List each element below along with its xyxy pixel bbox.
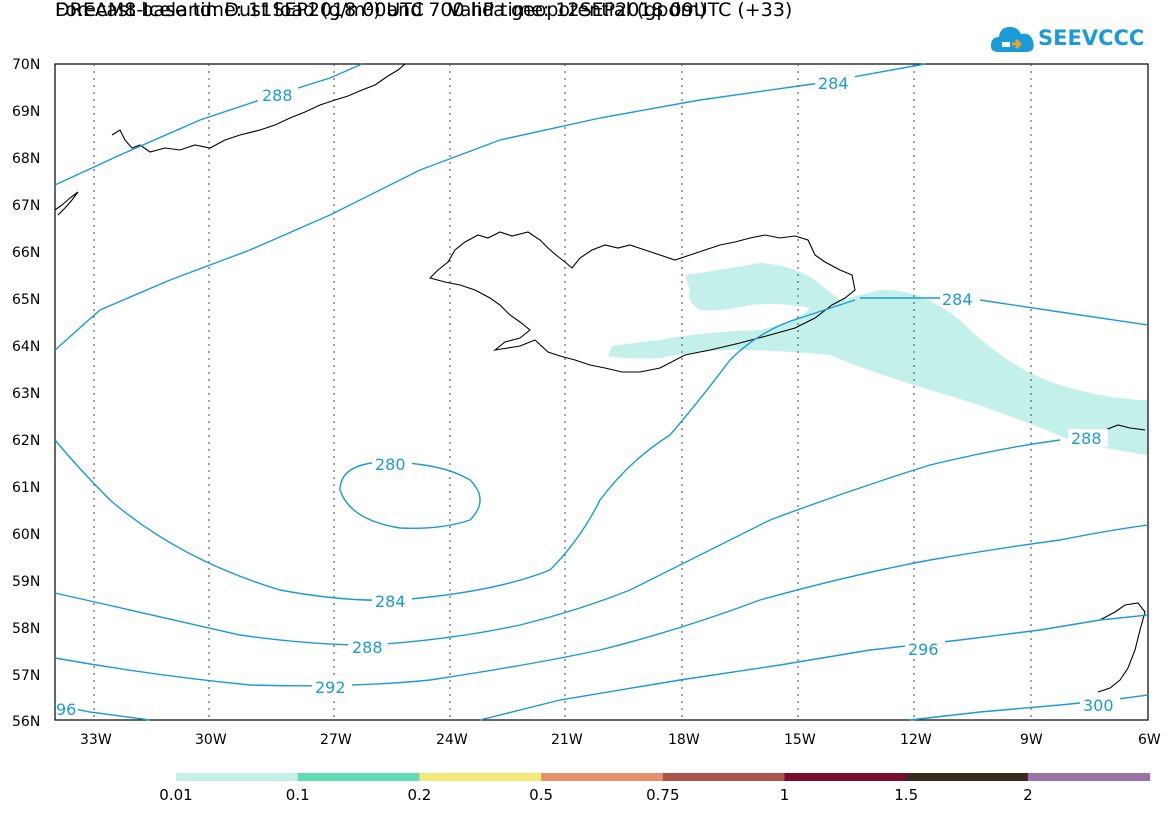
lat-label: 67N	[12, 198, 40, 214]
colorbar-label: 2	[1023, 786, 1033, 804]
colorbar-label: 0.75	[646, 786, 679, 804]
lon-label: 6W	[1138, 732, 1161, 748]
lat-label: 63N	[12, 386, 40, 402]
latitude-labels: 70N 69N 68N 67N 66N 65N 64N 63N 62N 61N …	[12, 57, 40, 730]
colorbar-swatch	[419, 773, 542, 781]
colorbar-label: 1	[780, 786, 790, 804]
colorbar-swatch	[906, 773, 1029, 781]
colorbar-label: 0.5	[529, 786, 553, 804]
lon-label: 9W	[1020, 732, 1043, 748]
colorbar-swatch	[784, 773, 907, 781]
colorbar-swatch	[297, 773, 420, 781]
lat-label: 68N	[12, 151, 40, 167]
lon-label: 27W	[320, 732, 352, 748]
contour-label: 292	[315, 678, 346, 697]
lat-label: 65N	[12, 292, 40, 308]
contour-label: 284	[375, 592, 406, 611]
lat-label: 62N	[12, 433, 40, 449]
greenland-east-coast	[54, 191, 79, 216]
lat-label: 60N	[12, 527, 40, 543]
colorbar-label: 0.2	[407, 786, 431, 804]
contour-label: 96	[56, 700, 76, 719]
lat-label: 56N	[12, 714, 40, 730]
iceland-coast	[428, 231, 856, 373]
cloud-icon	[990, 27, 1034, 52]
colorbar: 0.01 0.1 0.2 0.5 0.75 1 1.5 2	[159, 773, 1151, 804]
map-frame	[54, 63, 1149, 721]
lat-label: 61N	[12, 480, 40, 496]
contour-label: 300	[1083, 696, 1114, 715]
greenland-coast	[111, 63, 406, 153]
map-title-line1: DREAM8-Iceland: Dust load (g/m²) and 700…	[55, 0, 707, 21]
colorbar-swatch	[662, 773, 785, 781]
colorbar-swatch	[541, 773, 664, 781]
longitude-labels: 33W 30W 27W 24W 21W 18W 15W 12W 9W 6W	[80, 732, 1161, 748]
lat-label: 58N	[12, 621, 40, 637]
contour-label: 288	[262, 86, 293, 105]
colorbar-label: 1.5	[894, 786, 918, 804]
contour-label: 288	[1071, 429, 1102, 448]
contour-label: 288	[352, 638, 383, 657]
map-title-line2: Forecast base time: 11SEP2018 00UTC Vali…	[55, 0, 793, 21]
colorbar-swatch	[1027, 773, 1151, 781]
graticule	[93, 64, 1032, 720]
faroe-coast	[1104, 424, 1146, 431]
contour-label: 284	[942, 290, 973, 309]
lat-label: 66N	[12, 245, 40, 261]
lat-label: 64N	[12, 339, 40, 355]
lat-label: 57N	[12, 668, 40, 684]
contour-label: 284	[818, 74, 849, 93]
logo-text: SEEVCCC	[1038, 26, 1145, 50]
lat-label: 59N	[12, 574, 40, 590]
lon-label: 21W	[551, 732, 583, 748]
geopotential-contours	[54, 63, 1149, 721]
coastline	[54, 63, 1146, 693]
colorbar-label: 0.1	[286, 786, 310, 804]
scotland-coast	[1097, 602, 1146, 693]
dust-load-area	[608, 263, 1148, 455]
lon-label: 30W	[195, 732, 227, 748]
lon-label: 24W	[436, 732, 468, 748]
lon-label: 15W	[784, 732, 816, 748]
seevccc-logo: SEEVCCC	[990, 22, 1144, 58]
lat-label: 70N	[12, 57, 40, 73]
colorbar-label: 0.01	[159, 786, 192, 804]
contour-label-group: 288 284 284 280 284 288 288 292 296 300 …	[56, 74, 1120, 719]
lat-label: 69N	[12, 104, 40, 120]
lon-label: 18W	[668, 732, 700, 748]
contour-label: 296	[908, 640, 939, 659]
lon-label: 33W	[80, 732, 112, 748]
colorbar-swatch	[176, 773, 299, 781]
lon-label: 12W	[900, 732, 932, 748]
contour-label: 280	[375, 455, 406, 474]
